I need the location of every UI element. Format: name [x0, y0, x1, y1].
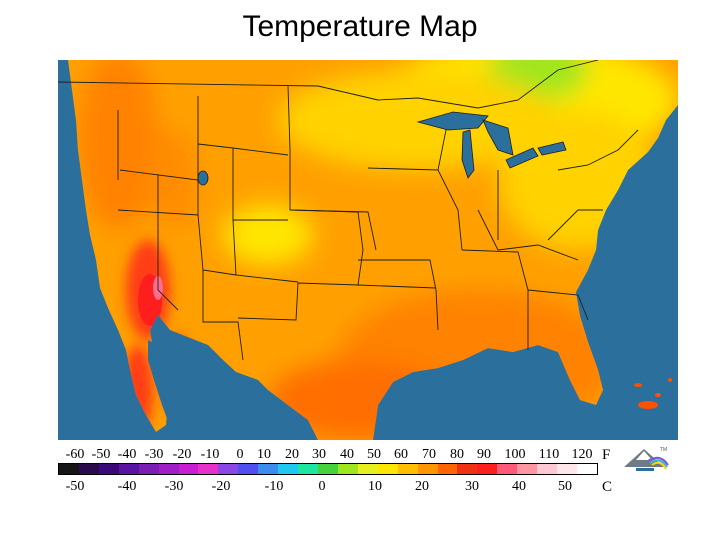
colorbar-swatch: [138, 464, 159, 474]
celsius-tick: 30: [465, 479, 479, 494]
fahrenheit-tick: 10: [257, 447, 271, 462]
celsius-tick: 20: [415, 479, 429, 494]
fahrenheit-tick: 100: [504, 447, 526, 462]
colorbar-swatch: [98, 464, 119, 474]
fahrenheit-tick: 40: [340, 447, 354, 462]
celsius-tick: 40: [512, 479, 526, 494]
fahrenheit-tick: 50: [367, 447, 381, 462]
fahrenheit-tick: 60: [394, 447, 408, 462]
great-lakes: [416, 111, 567, 179]
colorbar-swatch: [457, 464, 478, 474]
map-graphic: [58, 60, 678, 440]
land-temperature-field: [58, 60, 678, 440]
celsius-tick: -50: [65, 479, 85, 494]
colorbar-swatch: [337, 464, 358, 474]
gulf-of-california: [148, 340, 180, 432]
colorbar-swatch: [477, 464, 498, 474]
colorbar-swatch: [158, 464, 179, 474]
colorbar-swatch: [497, 464, 518, 474]
colorbar-swatch: [298, 464, 318, 474]
celsius-tick: -20: [211, 479, 231, 494]
fahrenheit-tick: -30: [144, 447, 164, 462]
fahrenheit-tick: 90: [477, 447, 491, 462]
fahrenheit-tick: -10: [200, 447, 220, 462]
celsius-unit: C: [602, 479, 613, 495]
state-borders: [58, 60, 639, 361]
celsius-tick: 0: [318, 479, 326, 494]
fahrenheit-tick: 120: [571, 447, 593, 462]
celsius-tick: 50: [558, 479, 572, 494]
colorbar-swatch: [417, 464, 438, 474]
celsius-tick: -30: [164, 479, 184, 494]
colorbar-swatch: [178, 464, 199, 474]
fahrenheit-tick: 110: [538, 447, 560, 462]
celsius-tick: 10: [368, 479, 382, 494]
colorbar-swatch: [576, 464, 597, 474]
celsius-scale: -50 -40 -30 -20 -10 0 10 20 30 40 50: [58, 479, 678, 499]
colorbar-swatch: [557, 464, 577, 474]
great-salt-lake: [197, 170, 209, 186]
colorbar-swatch: [278, 464, 299, 474]
colorbar-swatch: [258, 464, 279, 474]
fahrenheit-tick: -50: [91, 447, 111, 462]
fahrenheit-tick: -20: [172, 447, 192, 462]
caribbean-islands: [634, 378, 672, 409]
colorbar-swatch: [78, 464, 99, 474]
fahrenheit-tick: 20: [285, 447, 299, 462]
fahrenheit-tick: 70: [422, 447, 436, 462]
fahrenheit-unit: F: [602, 447, 611, 463]
colorbar-swatch: [377, 464, 398, 474]
fahrenheit-tick: 0: [236, 447, 244, 462]
colorbar-swatch: [537, 464, 558, 474]
fahrenheit-tick: -40: [117, 447, 137, 462]
colorbar-swatch: [238, 464, 259, 474]
map-title: Temperature Map: [242, 10, 478, 43]
weather-service-logo: TM: [624, 447, 669, 471]
temperature-colorbar: [58, 463, 598, 475]
fahrenheit-tick: -60: [65, 447, 85, 462]
fahrenheit-tick: 80: [450, 447, 464, 462]
colorbar-swatch: [198, 464, 219, 474]
celsius-tick: -10: [264, 479, 284, 494]
temperature-map[interactable]: [58, 60, 678, 440]
colorbar-swatch: [218, 464, 239, 474]
celsius-tick: -40: [117, 479, 137, 494]
colorbar-swatch: [397, 464, 418, 474]
colorbar-swatch: [59, 464, 79, 474]
trademark-mark: TM: [660, 447, 667, 453]
colorbar-swatch: [118, 464, 139, 474]
colorbar-swatch: [357, 464, 378, 474]
colorbar-swatch: [437, 464, 458, 474]
fahrenheit-scale: -60 -50 -40 -30 -20 -10 0 10 20 30 40 50…: [58, 447, 678, 467]
fahrenheit-tick: 30: [312, 447, 326, 462]
colorbar-swatch: [517, 464, 538, 474]
colorbar-swatch: [317, 464, 338, 474]
